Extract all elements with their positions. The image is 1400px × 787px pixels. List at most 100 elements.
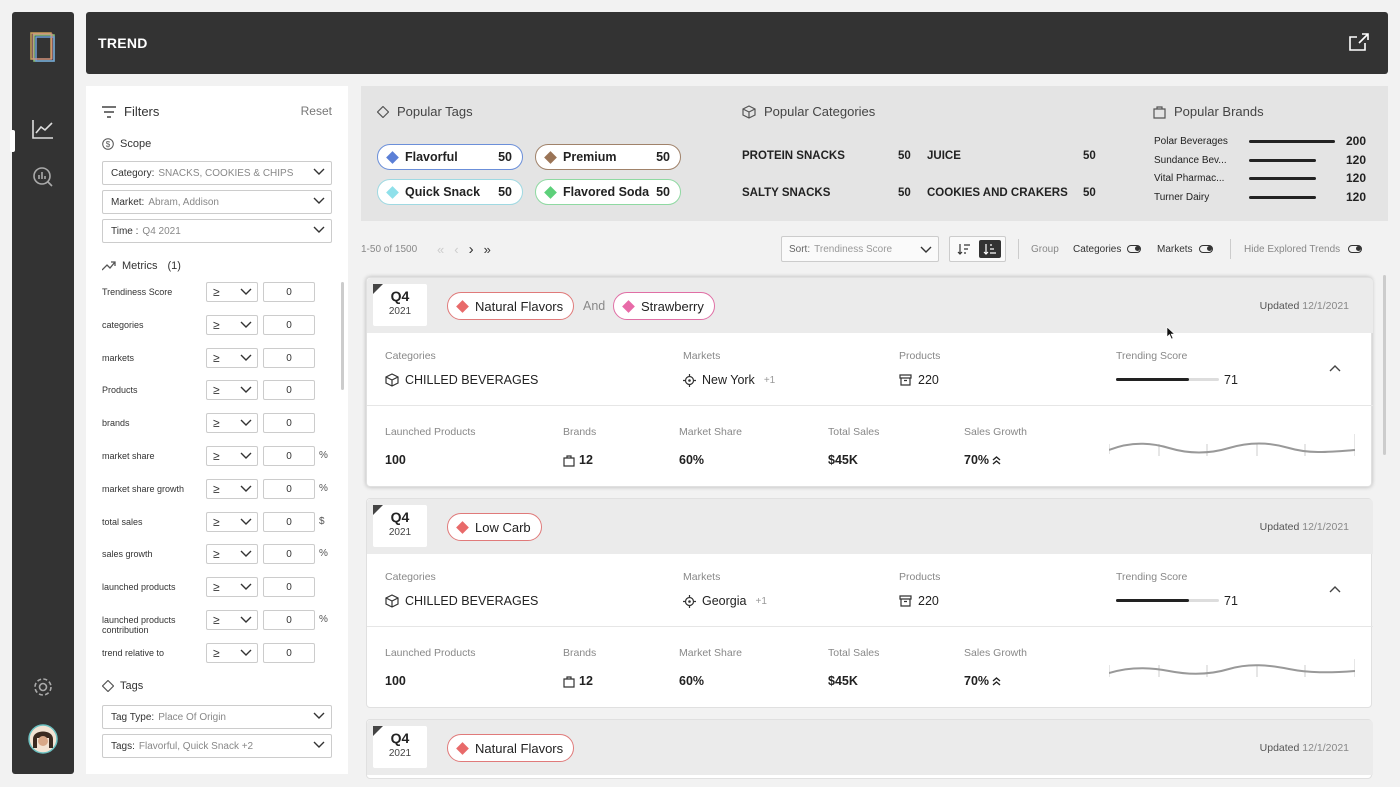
group-categories-toggle[interactable]: Categories: [1073, 236, 1142, 262]
market-extra-count[interactable]: +1: [763, 374, 776, 386]
popular-tag-chip[interactable]: Flavorful 50: [377, 144, 523, 170]
markets-label: Markets: [683, 350, 721, 362]
trend-card-header: Q4 2021 Natural Flavors Updated 12/1/2021: [367, 720, 1373, 775]
metric-row: brands ≥0: [102, 413, 332, 434]
double-chevron-up-icon: [992, 455, 1001, 465]
metric-operator-select[interactable]: ≥: [206, 347, 258, 368]
metric-value-input[interactable]: 0: [263, 511, 315, 532]
shopping-bag-icon: [563, 454, 575, 467]
metric-value-input[interactable]: 0: [263, 380, 315, 401]
sort-label: Sort:: [789, 243, 811, 255]
metric-operator-select[interactable]: ≥: [206, 544, 258, 565]
trend-tag-chip[interactable]: Natural Flavors: [447, 292, 575, 320]
last-page-icon[interactable]: »: [483, 241, 491, 257]
toggle-switch[interactable]: [1348, 245, 1363, 253]
metric-operator-value: ≥: [213, 547, 220, 562]
popular-brand-name[interactable]: Polar Beverages: [1154, 136, 1228, 147]
metric-operator-select[interactable]: ≥: [206, 610, 258, 630]
next-page-icon[interactable]: ›: [468, 240, 474, 258]
trend-card[interactable]: Q4 2021 Natural Flavors Strawberry And Update…: [366, 277, 1373, 487]
metric-value-input[interactable]: 0: [263, 544, 315, 565]
metric-operator-select[interactable]: ≥: [206, 642, 258, 663]
metric-value-input[interactable]: 0: [263, 446, 315, 466]
toggle-switch[interactable]: [1198, 245, 1213, 253]
popular-brand-name[interactable]: Vital Pharmac...: [1154, 173, 1225, 184]
metric-operator-select[interactable]: ≥: [206, 380, 258, 401]
metric-operator-select[interactable]: ≥: [206, 314, 258, 335]
reset-filters-button[interactable]: Reset: [300, 104, 332, 118]
popular-brand-name[interactable]: Sundance Bev...: [1154, 154, 1227, 166]
metric-value-input[interactable]: 0: [263, 282, 315, 302]
group-markets-label: Markets: [1157, 243, 1193, 255]
metric-value-input[interactable]: 0: [263, 478, 315, 499]
popular-category-name[interactable]: SALTY SNACKS: [742, 187, 831, 199]
filters-scrollbar[interactable]: [341, 282, 344, 390]
popular-brand-bar: [1249, 195, 1316, 199]
metric-operator-select[interactable]: ≥: [206, 413, 258, 434]
settings-gear-icon[interactable]: [12, 672, 74, 702]
tags-label: Tags: [120, 680, 144, 692]
metric-value-input[interactable]: 0: [263, 413, 315, 434]
tags-select[interactable]: Tags: Flavorful, Quick Snack +2: [102, 734, 332, 758]
metric-value-input[interactable]: 0: [263, 577, 315, 598]
category-text: CHILLED BEVERAGES: [405, 373, 539, 387]
market-select[interactable]: Market: Abram, Addison: [102, 190, 332, 214]
market-extra-count[interactable]: +1: [755, 595, 767, 607]
metric-operator-value: ≥: [213, 317, 220, 332]
popular-tag-chip[interactable]: Flavored Soda 50: [535, 179, 681, 205]
trend-card[interactable]: Q4 2021 Low Carb Updated 12/1/2021 Categorie…: [366, 498, 1373, 708]
popular-categories-header: Popular Categories: [742, 104, 875, 119]
tag-type-select[interactable]: Tag Type: Place Of Origin: [102, 705, 332, 729]
user-avatar[interactable]: [12, 724, 74, 754]
market-select-value: Abram, Addison: [148, 196, 219, 208]
results-scrollbar[interactable]: [1383, 275, 1386, 455]
metric-label: total sales: [102, 516, 143, 527]
chevron-up-icon[interactable]: [1329, 585, 1341, 593]
metric-value-input[interactable]: 0: [263, 610, 315, 630]
metric-label: markets: [102, 352, 135, 363]
group-markets-toggle[interactable]: Markets: [1157, 236, 1213, 262]
chevron-down-icon: [240, 452, 252, 459]
metric-operator-select[interactable]: ≥: [206, 446, 258, 466]
trend-tag-chip[interactable]: Natural Flavors: [447, 734, 575, 762]
category-select[interactable]: Category: SNACKS, COOKIES & CHIPS: [102, 161, 332, 185]
toggle-switch[interactable]: [1127, 245, 1142, 253]
chevron-up-icon[interactable]: [1329, 364, 1341, 372]
trend-card[interactable]: Q4 2021 Natural Flavors Updated 12/1/2021: [366, 719, 1373, 779]
first-page-icon[interactable]: «: [437, 241, 445, 257]
metric-operator-select[interactable]: ≥: [206, 577, 258, 598]
trend-tag-chip[interactable]: Low Carb: [447, 513, 542, 541]
popular-tag-chip[interactable]: Premium 50: [535, 144, 681, 170]
metric-operator-select[interactable]: ≥: [206, 478, 258, 499]
metric-value-input[interactable]: 0: [263, 314, 315, 335]
sort-value: Trendiness Score: [814, 243, 893, 255]
metric-label: categories: [102, 319, 144, 330]
time-select[interactable]: Time : Q4 2021: [102, 219, 332, 243]
hide-explored-label: Hide Explored Trends: [1244, 243, 1341, 255]
scope-label: Scope: [120, 138, 152, 150]
metric-operator-select[interactable]: ≥: [206, 511, 258, 532]
trend-chart-icon[interactable]: [12, 114, 74, 144]
app-logo-icon[interactable]: [12, 32, 74, 62]
metric-operator-select[interactable]: ≥: [206, 282, 258, 302]
trend-tag-chip[interactable]: Strawberry: [613, 292, 715, 320]
popular-brand-bar: [1249, 177, 1316, 180]
popular-brand-name[interactable]: Turner Dairy: [1154, 191, 1210, 203]
popular-category-name[interactable]: JUICE: [927, 150, 961, 162]
metric-value-input[interactable]: 0: [263, 347, 315, 368]
popular-category-name[interactable]: COOKIES AND CRAKERS: [927, 187, 1068, 199]
sort-ascending-icon[interactable]: [953, 240, 975, 258]
scope-section-title: $ Scope: [102, 138, 151, 150]
popular-tag-chip[interactable]: Quick Snack 50: [377, 179, 523, 205]
popular-tag-count: 50: [656, 185, 670, 199]
analytics-icon[interactable]: [12, 162, 74, 192]
sales-growth-label: Sales Growth: [964, 647, 1028, 659]
share-icon[interactable]: [1348, 32, 1370, 57]
sort-descending-icon[interactable]: [979, 240, 1001, 258]
metric-value-input[interactable]: 0: [263, 642, 315, 663]
popular-category-name[interactable]: PROTEIN SNACKS: [742, 150, 845, 162]
prev-page-icon[interactable]: ‹: [454, 241, 459, 257]
sort-select[interactable]: Sort: Trendiness Score: [781, 236, 939, 262]
year-label: 2021: [388, 527, 412, 538]
hide-explored-toggle[interactable]: Hide Explored Trends: [1244, 236, 1363, 262]
